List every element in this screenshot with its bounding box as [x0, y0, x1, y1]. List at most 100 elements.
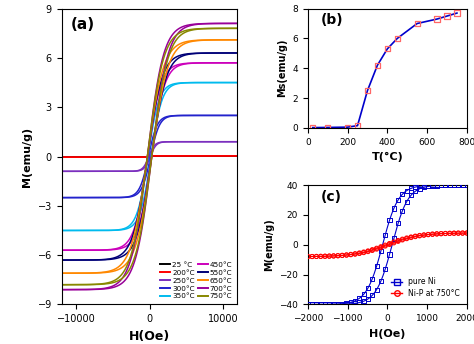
Point — [364, 296, 372, 302]
Point — [377, 245, 385, 250]
Point — [420, 183, 428, 189]
Point — [416, 186, 423, 192]
Point — [386, 252, 393, 257]
Point — [354, 123, 361, 128]
Point — [304, 254, 311, 259]
Point — [438, 231, 445, 236]
Point — [438, 183, 445, 188]
Point — [364, 248, 372, 254]
Point — [390, 236, 398, 241]
Point — [443, 13, 451, 19]
Point — [403, 235, 410, 241]
Point — [433, 16, 441, 22]
Point — [344, 125, 351, 130]
Point — [356, 251, 363, 256]
Point — [399, 208, 406, 214]
Point — [324, 125, 331, 130]
Point — [351, 251, 359, 257]
Point — [450, 230, 458, 236]
Point — [304, 302, 311, 307]
Point — [347, 252, 355, 257]
X-axis label: T(°C): T(°C) — [372, 152, 403, 162]
Point — [313, 302, 320, 307]
Point — [390, 206, 398, 211]
Point — [373, 246, 381, 252]
Point — [428, 183, 436, 188]
Point — [382, 243, 389, 248]
Point — [308, 302, 316, 307]
Point — [399, 192, 406, 197]
Point — [373, 264, 381, 269]
Point — [424, 184, 432, 189]
Point — [317, 302, 325, 307]
Point — [377, 244, 385, 249]
Point — [428, 232, 436, 237]
Point — [351, 301, 359, 306]
Point — [459, 182, 466, 188]
Point — [330, 302, 337, 307]
Point — [459, 230, 466, 236]
Point — [433, 183, 441, 188]
Point — [308, 254, 316, 259]
Point — [455, 182, 462, 188]
Point — [309, 125, 317, 130]
Point — [304, 254, 311, 259]
Point — [383, 46, 391, 52]
Point — [347, 252, 355, 257]
Point — [343, 300, 350, 306]
Point — [433, 231, 441, 237]
Point — [446, 182, 454, 188]
Point — [442, 231, 449, 236]
Point — [411, 234, 419, 239]
Point — [390, 239, 398, 245]
Point — [407, 193, 415, 198]
Point — [326, 302, 333, 307]
Point — [411, 234, 419, 239]
Point — [368, 248, 376, 253]
Point — [382, 267, 389, 272]
Point — [368, 247, 376, 252]
Point — [382, 232, 389, 238]
Point — [420, 233, 428, 238]
Point — [343, 252, 350, 258]
Point — [317, 254, 325, 259]
Point — [420, 232, 428, 238]
Point — [411, 189, 419, 194]
Point — [446, 230, 454, 236]
Point — [373, 287, 381, 292]
Point — [403, 236, 410, 241]
Point — [386, 242, 393, 247]
Point — [382, 243, 389, 249]
Point — [453, 10, 461, 16]
Point — [338, 253, 346, 258]
X-axis label: H(Oe): H(Oe) — [129, 330, 170, 343]
Point — [360, 250, 367, 255]
Point — [411, 184, 419, 190]
Point — [313, 254, 320, 259]
Point — [321, 254, 329, 259]
Point — [326, 302, 333, 307]
Point — [450, 182, 458, 188]
Point — [424, 232, 432, 237]
X-axis label: H(Oe): H(Oe) — [369, 329, 406, 339]
Point — [326, 254, 333, 259]
Point — [394, 221, 402, 226]
Point — [334, 253, 342, 259]
Point — [442, 183, 449, 188]
Point — [390, 240, 398, 246]
Point — [317, 302, 325, 307]
Legend: 25 °C, 200°C, 250°C, 300°C, 350°C, 450°C, 550°C, 650°C, 700°C, 750°C: 25 °C, 200°C, 250°C, 300°C, 350°C, 450°C… — [158, 260, 234, 301]
Point — [330, 253, 337, 259]
Point — [413, 21, 421, 26]
Point — [455, 182, 462, 188]
Point — [364, 249, 372, 254]
Point — [360, 299, 367, 304]
Y-axis label: Ms(emu/g): Ms(emu/g) — [277, 39, 287, 97]
Point — [394, 238, 402, 243]
Text: (a): (a) — [71, 18, 94, 32]
Point — [442, 231, 449, 236]
Point — [368, 292, 376, 298]
Point — [343, 301, 350, 307]
Point — [455, 230, 462, 236]
Point — [399, 236, 406, 242]
